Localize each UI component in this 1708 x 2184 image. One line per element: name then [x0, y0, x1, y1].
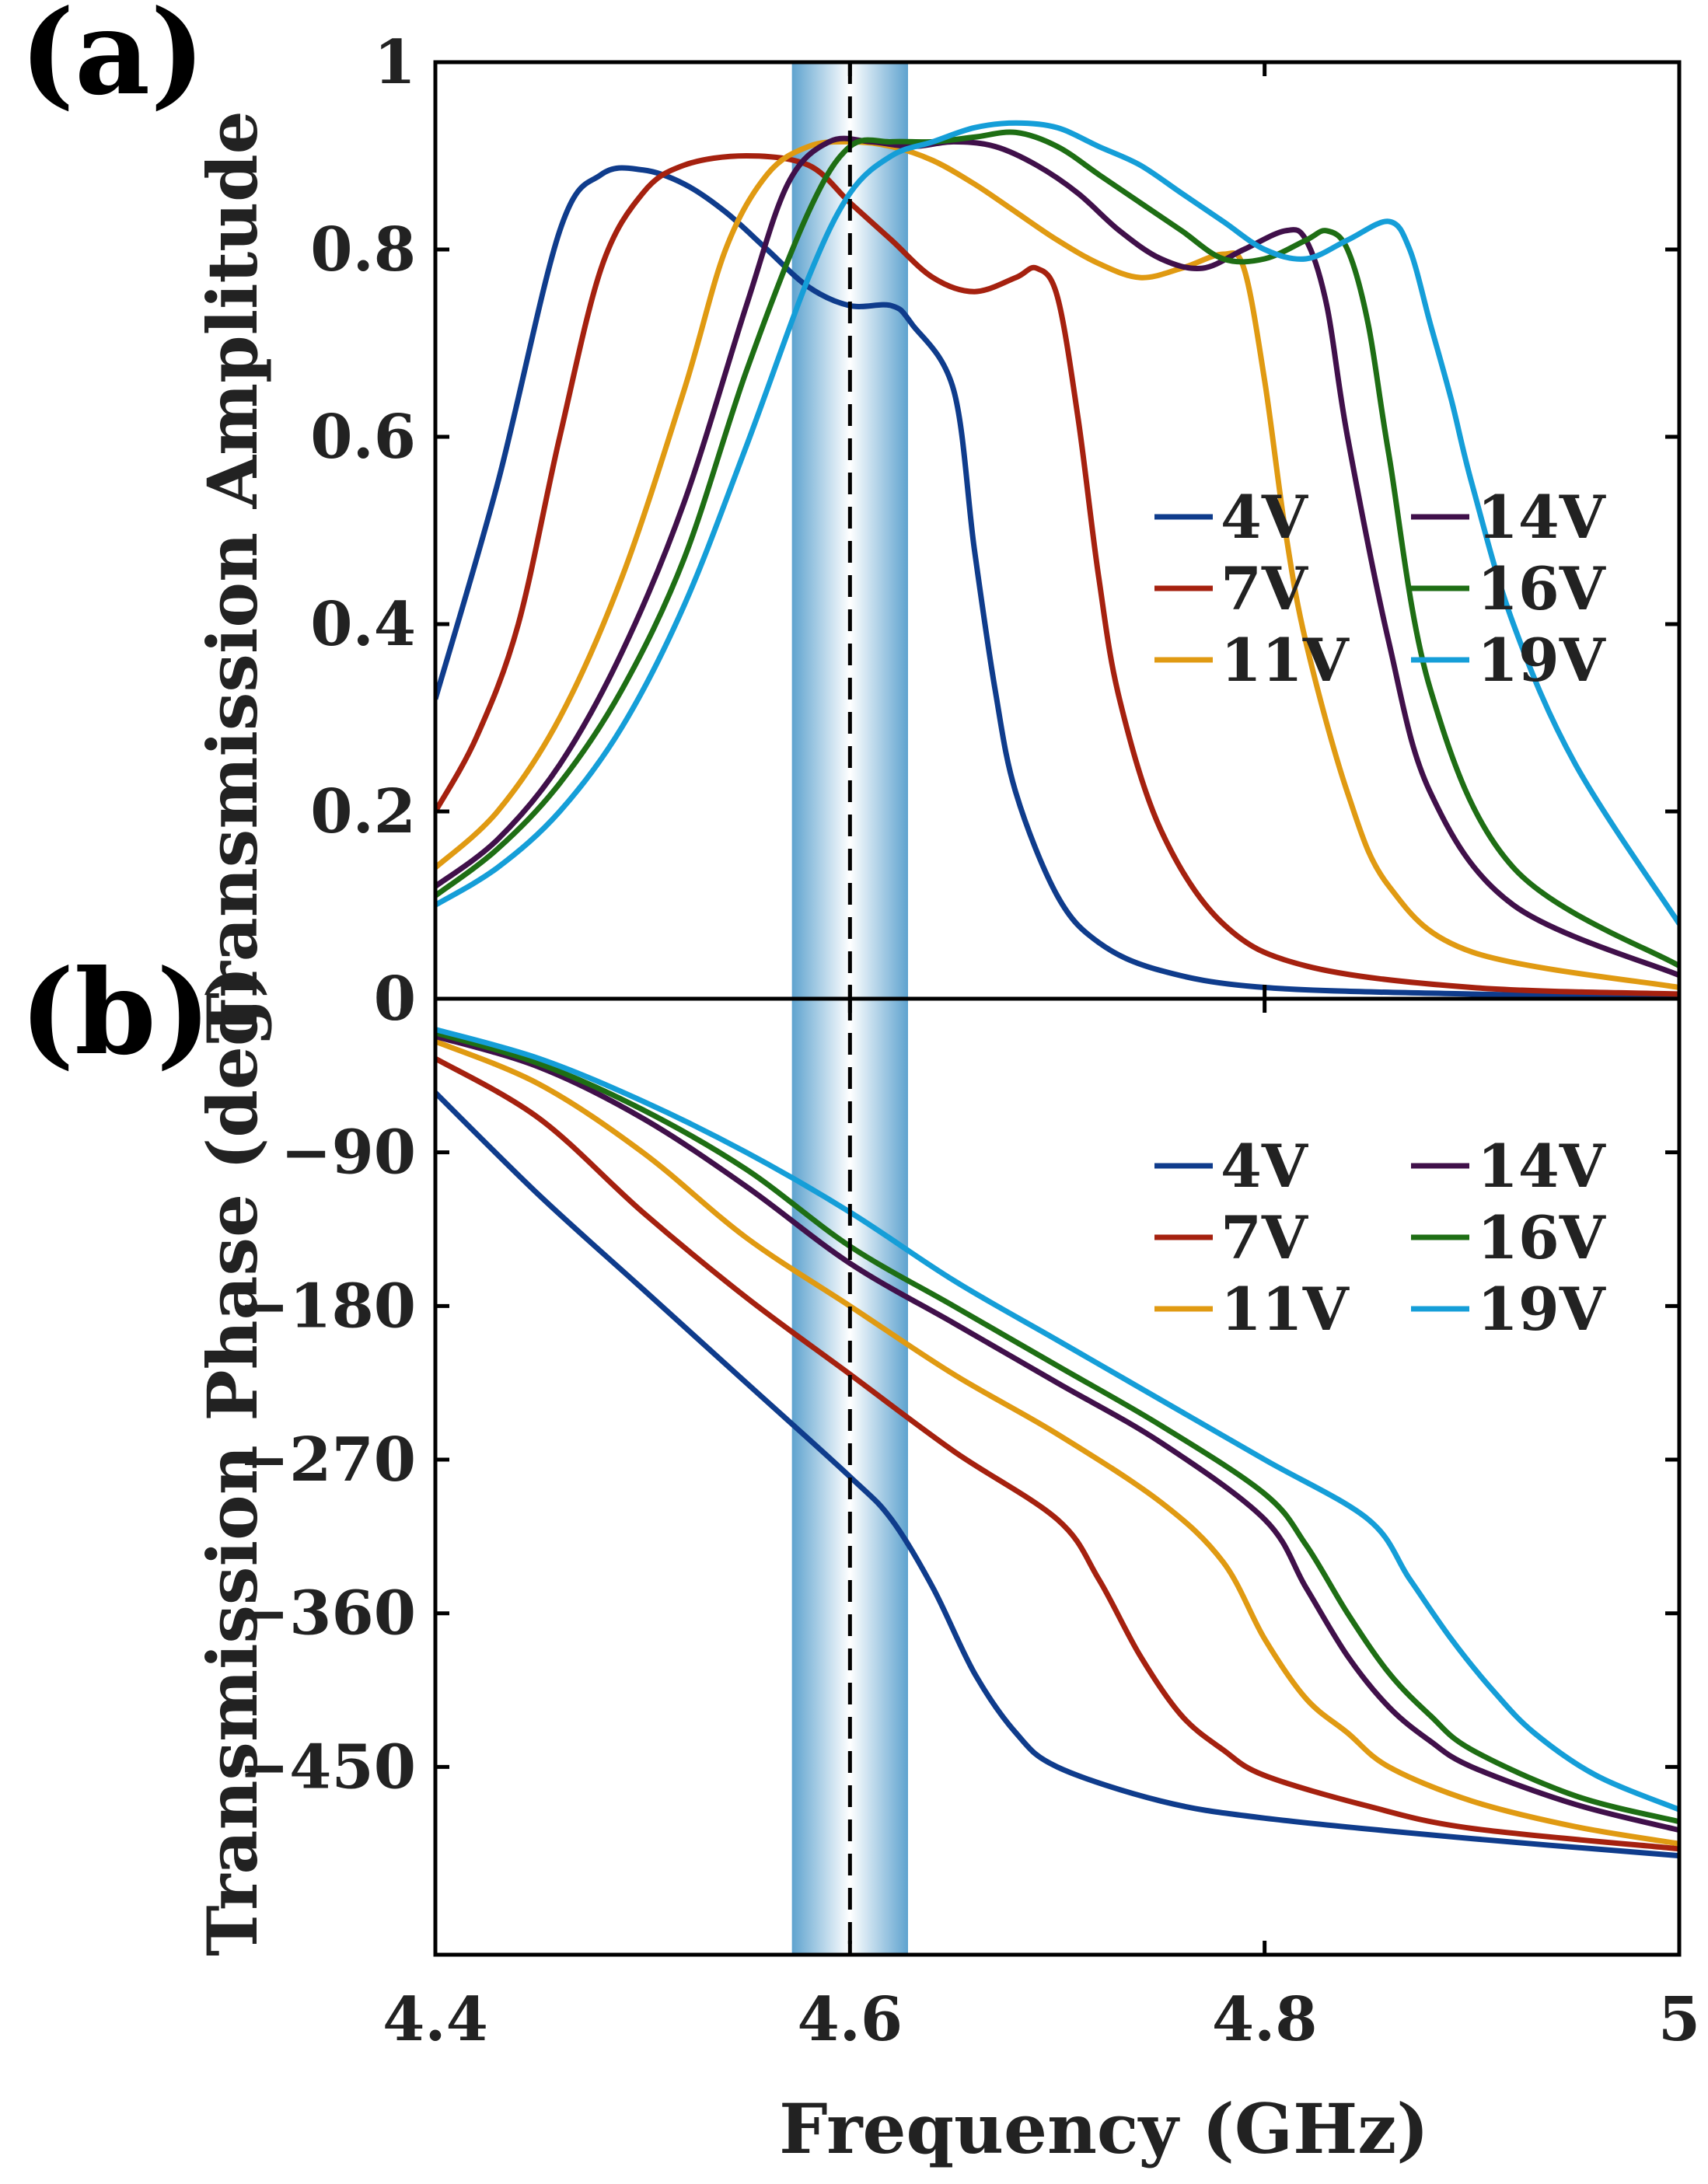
legend-label-19v: 19V — [1477, 1275, 1607, 1344]
frequency-x-axis-title: Frequency (GHz) — [779, 2088, 1429, 2169]
panel-label-a: (a) — [19, 0, 205, 121]
legend-label-4v: 4V — [1221, 483, 1309, 552]
x-tick-label: 4.4 — [382, 1984, 488, 2055]
legend-label-19v: 19V — [1477, 626, 1607, 695]
phase-panel: 0 −90 −180 −270 −360 −450 4.4 4.6 4.8 5 Transmis… — [192, 964, 1700, 2169]
phase-y-ticks: 0 −90 −180 −270 −360 −450 — [239, 964, 1679, 1802]
series-line-4v — [435, 1090, 1679, 1859]
phase-y-axis-title: Transmission Phase (deg) — [192, 966, 273, 1956]
series-line-14v — [435, 135, 1679, 979]
frequency-x-ticks: 4.4 4.6 4.8 5 — [382, 999, 1700, 2055]
series-line-11v — [435, 1038, 1679, 1847]
legend-label-11v: 11V — [1221, 626, 1350, 695]
y-tick-label: 0 — [374, 964, 416, 1034]
panel-label-b: (b) — [19, 944, 211, 1081]
x-tick-label: 4.8 — [1212, 1984, 1318, 2055]
y-tick-label: −90 — [281, 1118, 416, 1188]
series-line-4v — [435, 165, 1679, 999]
legend-label-4v: 4V — [1221, 1132, 1309, 1201]
y-tick-label: 0.4 — [310, 589, 416, 660]
amplitude-y-axis-title: Transmission Amplitude — [192, 110, 273, 1043]
y-tick-label: −180 — [239, 1271, 416, 1341]
y-tick-label: 0 — [374, 964, 416, 1034]
legend-label-7v: 7V — [1221, 554, 1309, 623]
y-tick-label: −360 — [239, 1579, 416, 1649]
series-line-14v — [435, 1033, 1679, 1833]
series-line-7v — [435, 1055, 1679, 1852]
series-line-11v — [435, 138, 1679, 990]
amplitude-y-ticks: 0 0.2 0.4 0.6 0.8 1 — [310, 27, 1682, 1034]
x-tick-label: 4.6 — [797, 1984, 903, 2055]
y-tick-label: −270 — [239, 1425, 416, 1495]
legend-label-14v: 14V — [1477, 1132, 1607, 1201]
legend-label-16v: 16V — [1477, 1203, 1607, 1272]
legend-label-14v: 14V — [1477, 483, 1607, 552]
series-line-16v — [435, 129, 1679, 968]
y-tick-label: 0.2 — [310, 776, 416, 847]
y-tick-label: 0.8 — [310, 215, 416, 285]
amplitude-series-group — [435, 120, 1679, 999]
y-tick-label: 0.6 — [310, 402, 416, 473]
phase-series-group — [435, 1027, 1679, 1859]
legend-label-16v: 16V — [1477, 554, 1607, 623]
x-tick-label: 5 — [1658, 1984, 1700, 2055]
y-tick-label: 1 — [374, 27, 416, 98]
legend-label-7v: 7V — [1221, 1203, 1309, 1272]
y-tick-label: −450 — [239, 1732, 416, 1802]
phase-plot-frame — [433, 996, 1682, 1957]
series-line-19v — [435, 1027, 1679, 1812]
legend-label-11v: 11V — [1221, 1275, 1350, 1344]
series-line-19v — [435, 120, 1679, 926]
series-line-7v — [435, 153, 1679, 997]
amplitude-panel: 0 0.2 0.4 0.6 0.8 1 Transmission Amplitude 4V… — [192, 27, 1682, 1044]
series-line-16v — [435, 1030, 1679, 1825]
